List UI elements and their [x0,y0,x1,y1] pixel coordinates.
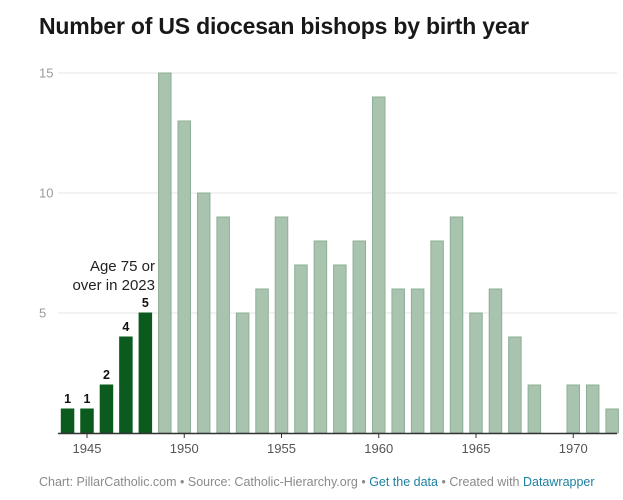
y-tick-label: 15 [39,66,53,81]
bar [430,240,444,434]
bar [372,96,386,434]
bar [469,312,483,434]
bar [352,240,367,434]
x-tick-label: 1945 [73,441,102,456]
footer-separator: • [176,475,188,489]
bar [566,384,580,434]
highlighted-bar [99,384,114,434]
data-label: 4 [122,320,129,334]
highlighted-bar [60,408,75,434]
data-label: 1 [84,392,91,406]
datawrapper-link[interactable]: Datawrapper [522,475,595,489]
bar [235,312,250,434]
footer-separator: • [357,475,370,489]
source-credit: Source: Catholic-Hierarchy.org [187,475,358,489]
x-tick-label: 1970 [559,441,588,456]
y-tick-label: 5 [39,306,46,321]
bar [605,408,619,434]
bar [216,216,230,434]
bar [177,120,191,434]
bar [333,264,347,434]
x-tick-label: 1965 [462,441,491,456]
annotation-text: Age 75 or [90,258,155,275]
bar [255,288,269,434]
bar [196,192,211,434]
highlighted-bar [80,408,94,434]
footer-separator: • [438,475,450,489]
bar [488,288,503,434]
bar [313,240,328,434]
bar [410,288,425,434]
bar [527,384,542,434]
get-the-data-link[interactable]: Get the data [369,475,438,489]
chart-title: Number of US diocesan bishops by birth y… [39,13,529,39]
chart-credit: Chart: PillarCatholic.com [39,475,177,489]
x-tick-label: 1950 [170,441,199,456]
chart-footer: Chart: PillarCatholic.com • Source: Cath… [39,475,595,489]
bar [158,72,172,434]
bar [585,384,600,434]
bar [391,288,405,434]
data-label: 2 [103,368,110,382]
x-tick-label: 1960 [364,441,393,456]
annotation-text: over in 2023 [72,277,155,294]
data-label: 5 [142,296,149,310]
created-with-label: Created with [449,475,523,489]
y-tick-label: 10 [39,186,53,201]
bar [274,216,289,434]
highlighted-bar [138,312,153,434]
bar [294,264,308,434]
x-tick-label: 1955 [267,441,296,456]
bar [449,216,464,434]
highlighted-bar [119,336,133,434]
data-label: 1 [64,392,71,406]
bar [508,336,522,434]
